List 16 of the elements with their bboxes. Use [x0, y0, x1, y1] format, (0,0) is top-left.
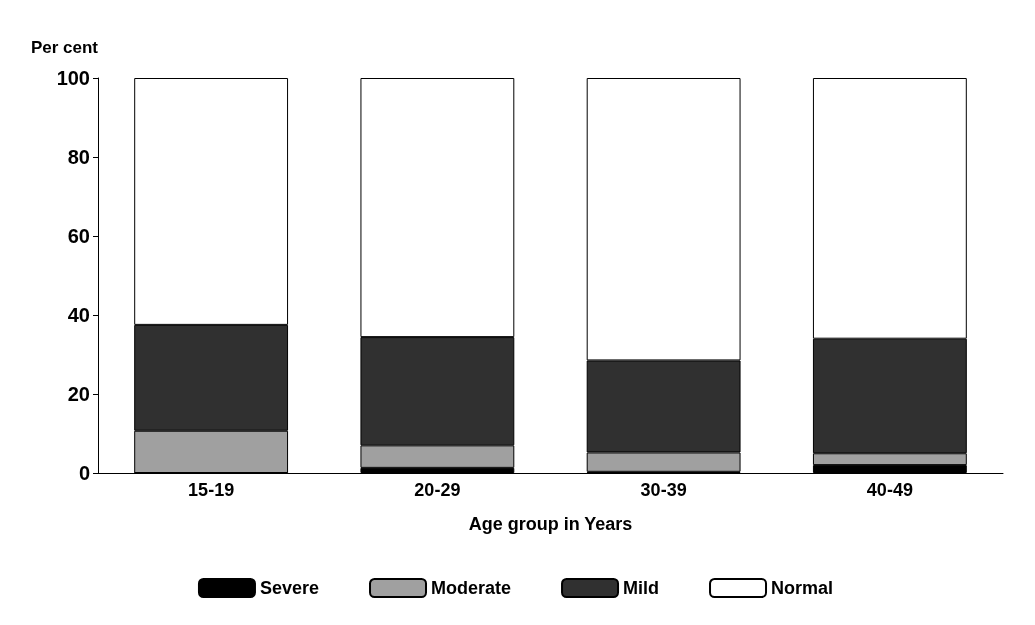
- x-axis-title: Age group in Years: [468, 514, 633, 534]
- y-tick-label: 20: [67, 383, 90, 405]
- legend-label: Severe: [259, 578, 320, 598]
- y-tick-label: 0: [78, 462, 90, 484]
- legend-label: Normal: [771, 578, 834, 598]
- legend-label: Mild: [623, 578, 660, 598]
- legend-label: Moderate: [431, 578, 512, 598]
- y-axis-title: Per cent: [30, 38, 99, 57]
- y-tick-label: 60: [67, 225, 90, 247]
- x-tick-label: 20-29: [414, 480, 461, 500]
- y-tick-label: 40: [67, 304, 90, 326]
- y-tick-label: 80: [67, 146, 90, 168]
- x-tick-label: 15-19: [188, 480, 235, 500]
- y-tick-label: 100: [56, 67, 90, 89]
- x-tick-label: 40-49: [866, 480, 913, 500]
- x-tick-label: 30-39: [640, 480, 687, 500]
